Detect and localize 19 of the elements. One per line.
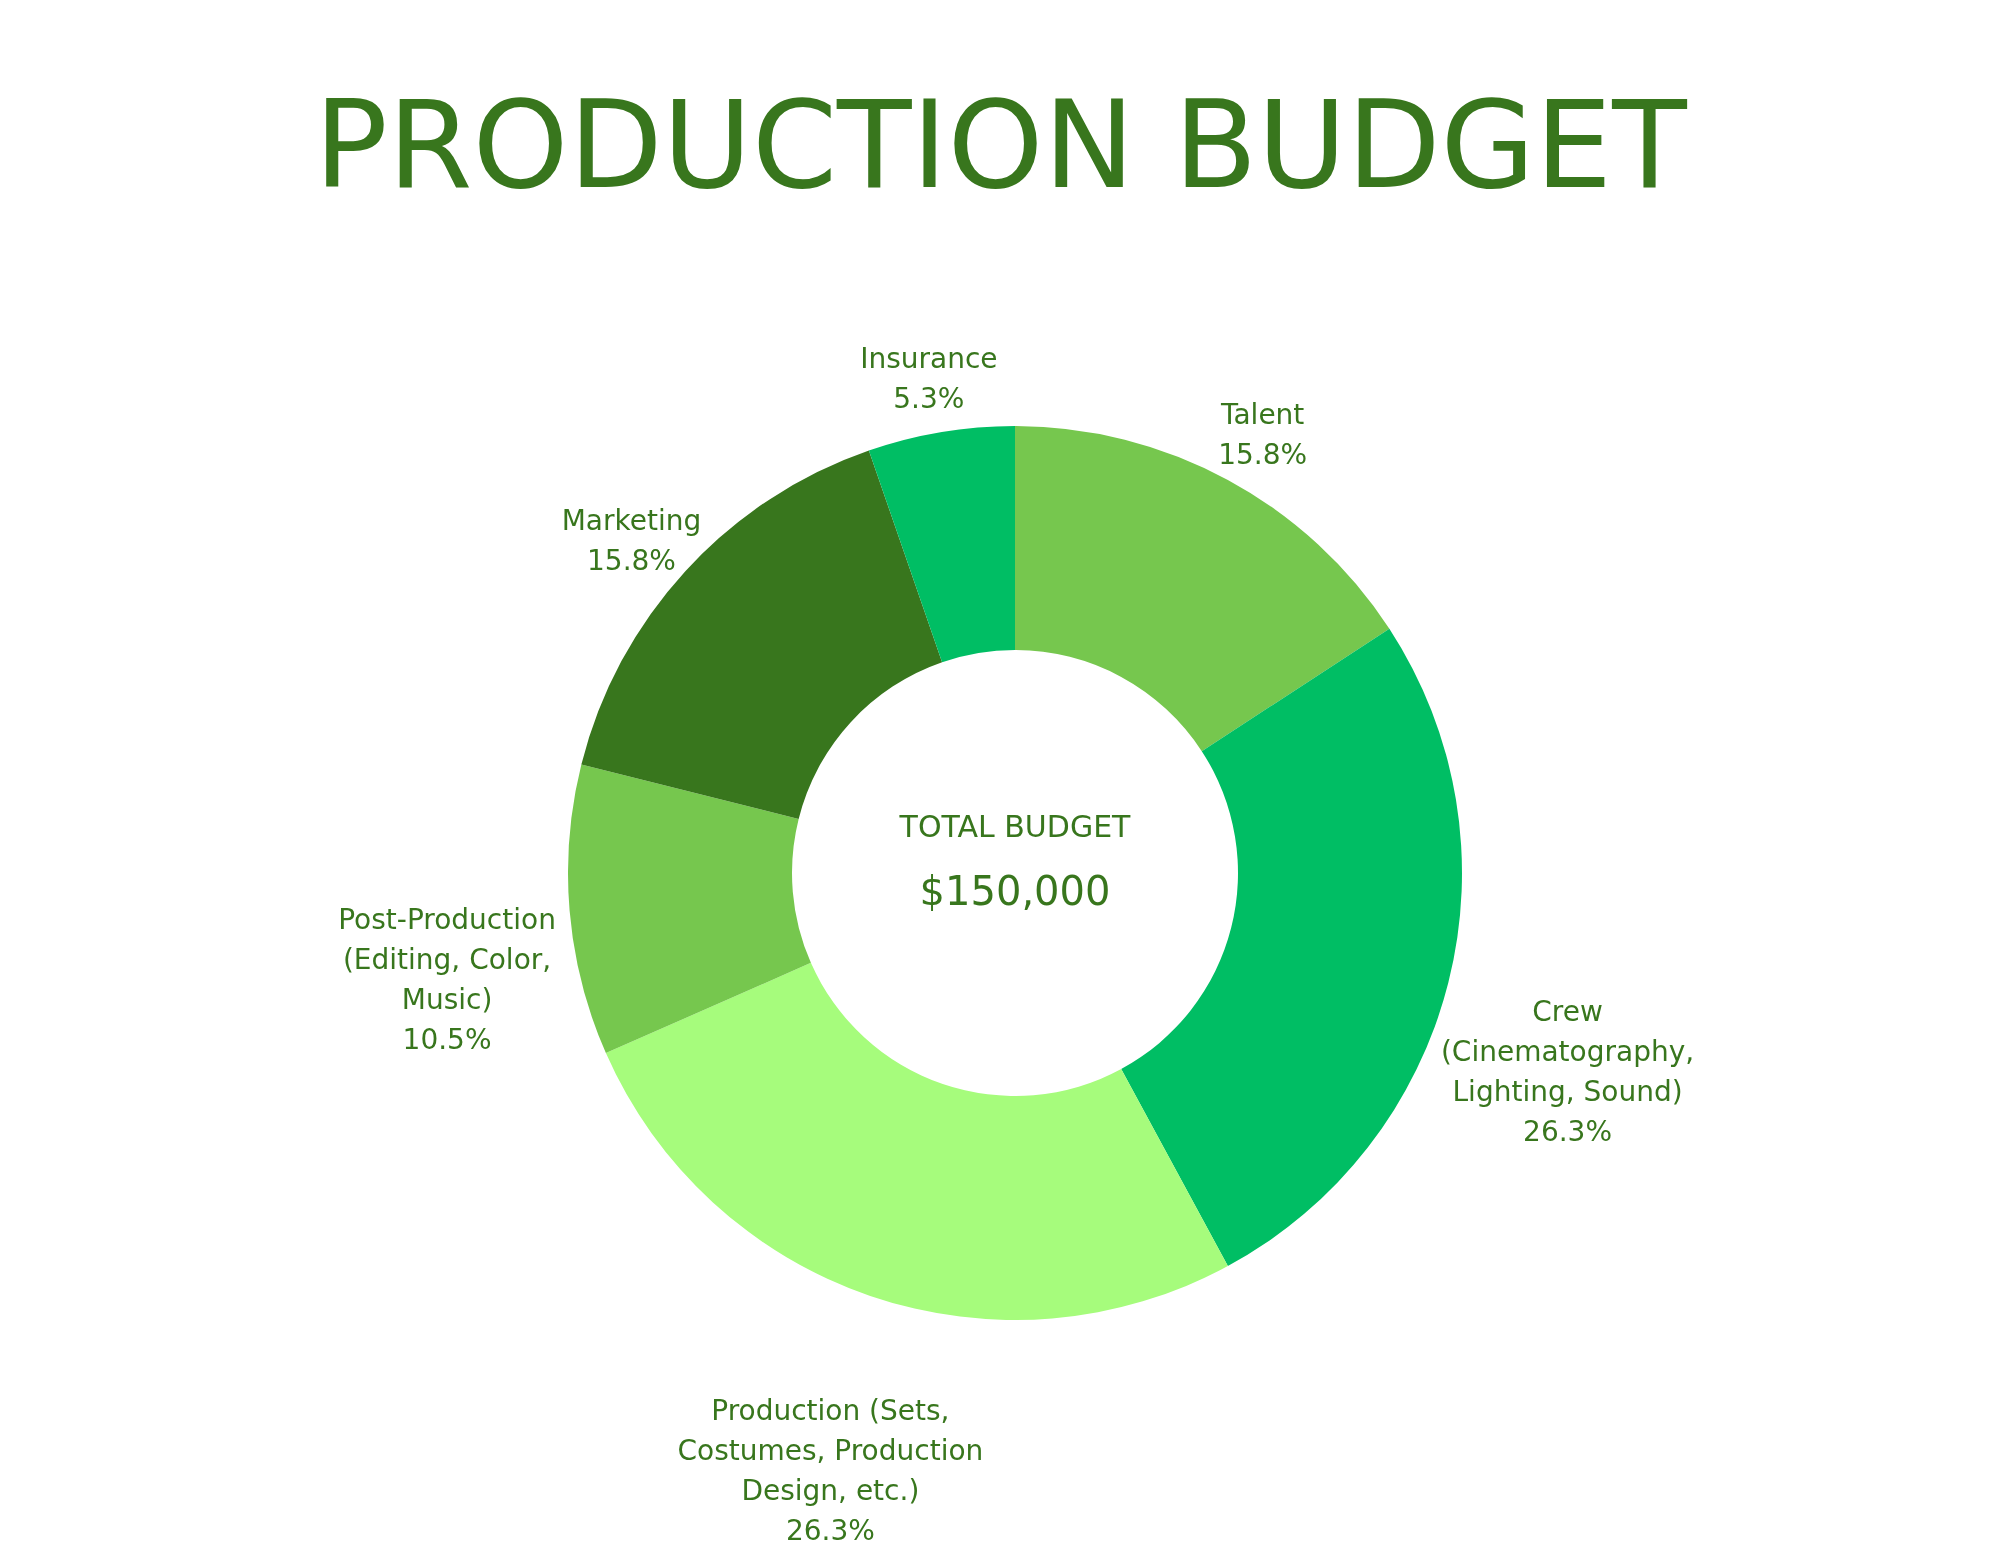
slice-label: Post-Production (Editing, Color, Music) [338, 903, 556, 1017]
donut-slice [605, 962, 1228, 1320]
slice-label: Insurance [860, 342, 998, 376]
donut-slice [1015, 426, 1390, 752]
data-label: 10.5% [402, 1023, 492, 1057]
data-label: 15.8% [587, 543, 676, 577]
donut-slice [568, 764, 811, 1054]
donut-slice [868, 426, 1015, 663]
slice-label: Crew (Cinematography, Lighting, Sound) [1440, 995, 1695, 1109]
slice-label: Marketing [561, 503, 702, 537]
data-label: 26.3% [1523, 1115, 1613, 1149]
data-label: 15.8% [1218, 437, 1308, 471]
chart-title: PRODUCTION BUDGET [314, 74, 1688, 216]
data-label: 26.3% [785, 1514, 875, 1546]
data-label: 5.3% [893, 382, 965, 416]
text: TOTAL BUDGET [898, 809, 1132, 844]
slice-label: Production (Sets, Costumes, Production Design, etc.) [677, 1394, 984, 1508]
slice-label: Talent [1219, 397, 1305, 431]
text: $150,000 [919, 868, 1111, 914]
